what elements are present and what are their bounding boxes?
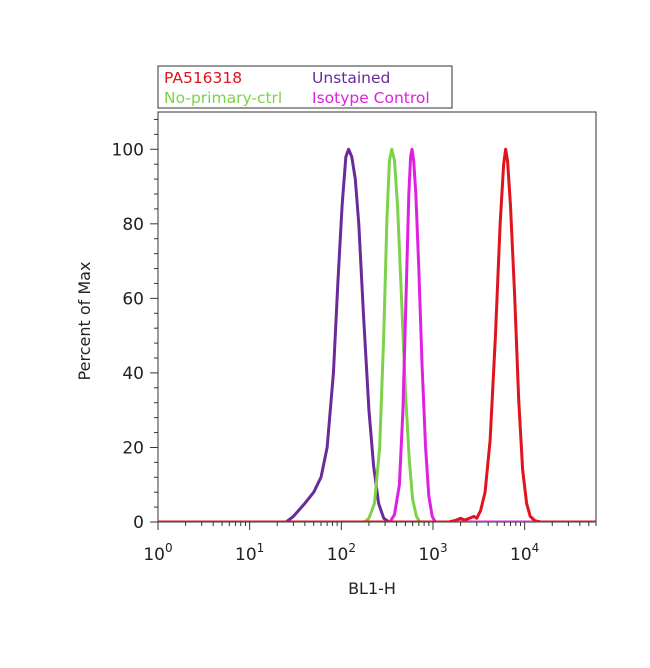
y-tick-label: 80 [122, 215, 144, 235]
x-tick-label: 100 [143, 541, 172, 565]
y-tick-label: 0 [133, 513, 144, 533]
legend-entry: PA516318 [164, 69, 242, 87]
y-tick-label: 60 [122, 289, 144, 309]
x-tick-label: 103 [418, 541, 447, 565]
series-line-no-primary-ctrl [158, 147, 596, 522]
y-tick-label: 40 [122, 364, 144, 384]
y-axis-title: Percent of Max [75, 262, 94, 381]
legend-box [157, 65, 453, 109]
x-tick-label: 101 [235, 541, 264, 565]
x-tick-label: 102 [327, 541, 356, 565]
series-line-pa516318 [158, 147, 596, 522]
series-line-isotype-control [158, 147, 596, 522]
x-tick-label: 104 [510, 541, 539, 565]
x-axis-title: BL1-H [348, 579, 396, 598]
legend-entry: No-primary-ctrl [164, 89, 282, 107]
legend-entry: Isotype Control [312, 89, 430, 107]
y-tick-label: 20 [122, 438, 144, 458]
legend-entry: Unstained [312, 69, 390, 87]
y-tick-label: 100 [112, 140, 144, 160]
